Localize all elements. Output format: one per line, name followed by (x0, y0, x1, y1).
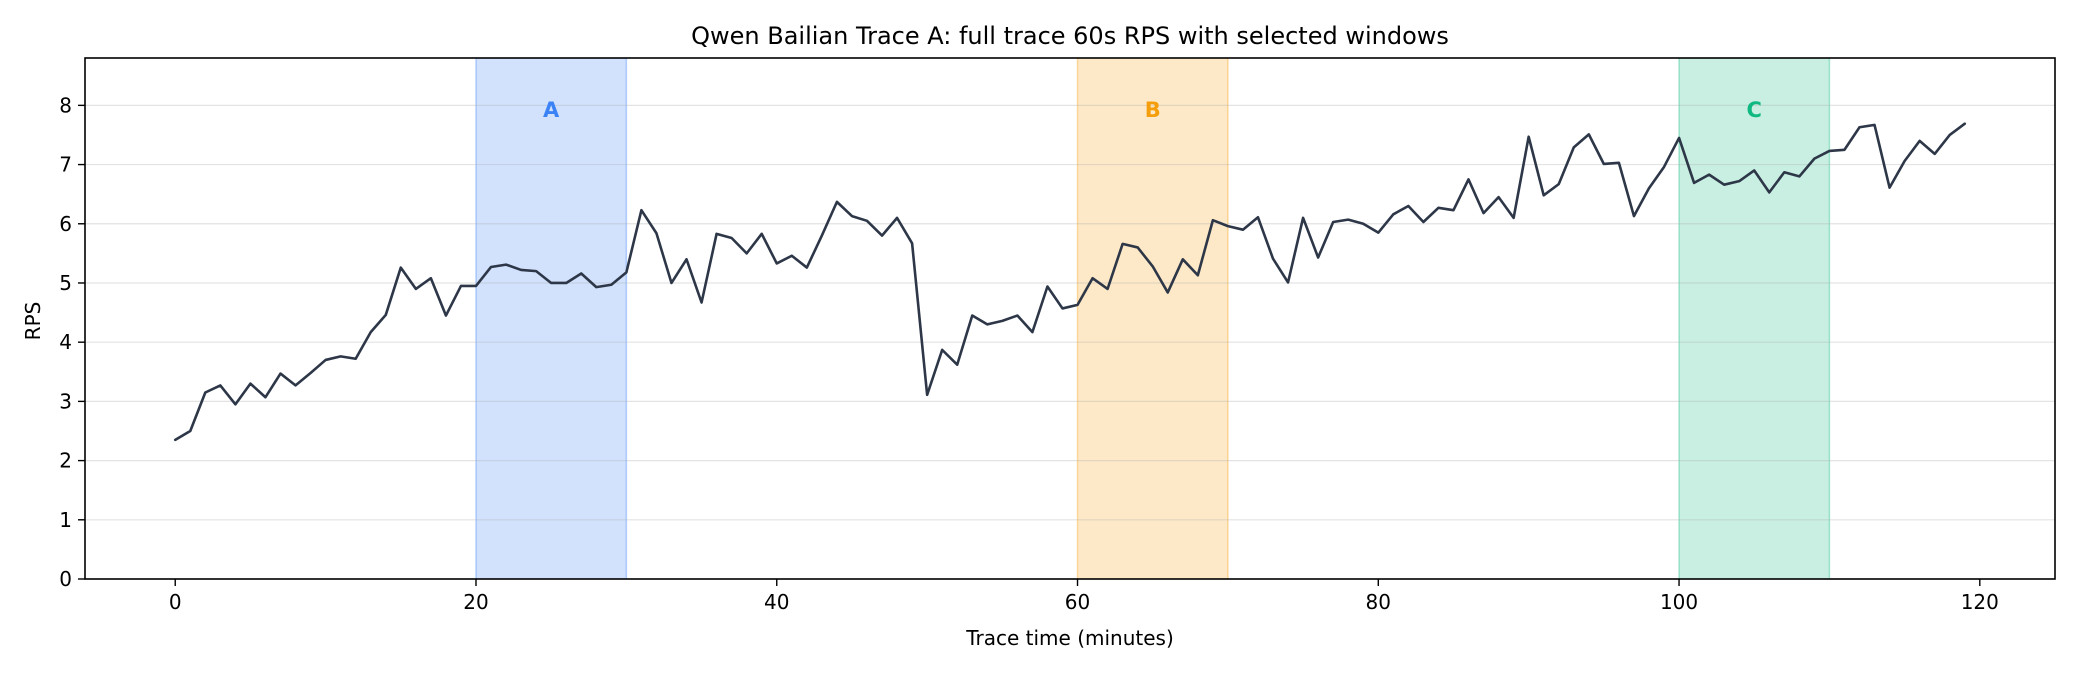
window-c-band (1679, 58, 1830, 579)
rps-series-line (173, 122, 1967, 442)
y-axis-label: RPS (21, 302, 45, 341)
x-tick-label-40: 40 (764, 590, 789, 614)
plot-background-layer (85, 58, 2055, 579)
window-a-band (475, 58, 627, 579)
y-tick-label-2: 2 (59, 449, 72, 473)
y-tick-label-8: 8 (59, 93, 72, 117)
x-tick-label-120: 120 (1961, 590, 1999, 614)
x-tick-label-100: 100 (1660, 590, 1698, 614)
window-b-band (1077, 58, 1228, 579)
x-tick-label-80: 80 (1366, 590, 1391, 614)
window-a-label: A (543, 98, 560, 122)
x-tick-label-60: 60 (1065, 590, 1090, 614)
x-tick-label-20: 20 (463, 590, 488, 614)
x-axis-label: Trace time (minutes) (965, 626, 1174, 650)
plot-frame-layer (84, 57, 2056, 580)
x-tick-label-0: 0 (169, 590, 182, 614)
axis-layer: 0 20 40 60 80 100 120 0 1 2 3 4 5 6 7 8 (59, 93, 1999, 614)
window-highlight-layer (475, 58, 1831, 579)
y-tick-label-3: 3 (59, 389, 72, 413)
y-tick-label-1: 1 (59, 508, 72, 532)
window-b-label: B (1145, 98, 1161, 122)
series-layer (173, 122, 1967, 442)
window-label-layer: A B C (543, 98, 1762, 122)
y-tick-label-5: 5 (59, 271, 72, 295)
y-tick-label-6: 6 (59, 212, 72, 236)
window-c-label: C (1747, 98, 1762, 122)
y-tick-label-4: 4 (59, 330, 72, 354)
y-tick-label-7: 7 (59, 153, 72, 177)
chart-title: Qwen Bailian Trace A: full trace 60s RPS… (691, 22, 1449, 50)
plot-frame (84, 57, 2056, 580)
y-tick-label-0: 0 (59, 567, 72, 591)
plot-area (85, 58, 2055, 579)
